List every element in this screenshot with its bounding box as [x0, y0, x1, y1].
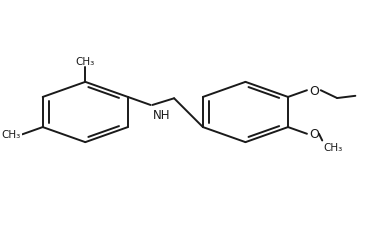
Text: CH₃: CH₃	[323, 142, 342, 152]
Text: CH₃: CH₃	[1, 130, 21, 140]
Text: O: O	[309, 84, 319, 97]
Text: NH: NH	[152, 108, 170, 121]
Text: O: O	[309, 128, 319, 141]
Text: CH₃: CH₃	[76, 57, 95, 67]
